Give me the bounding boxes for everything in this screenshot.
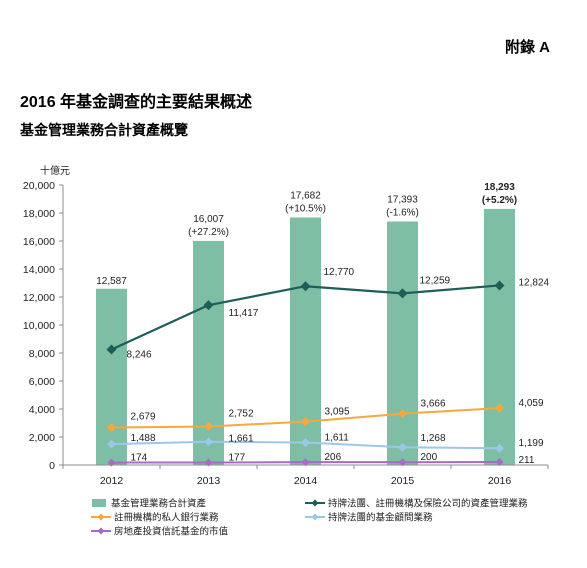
legend-item-reit-market-cap: 房地產投資信託基金的市值 <box>91 526 229 538</box>
page-title: 2016 年基金調查的主要結果概述 <box>20 94 253 111</box>
y-tick-label: 4,000 <box>29 404 55 416</box>
x-tick-label-2013: 2013 <box>197 475 221 487</box>
point-label-private-banking-2014: 3,095 <box>325 407 350 418</box>
marker-reit-market-cap-2014 <box>301 458 310 467</box>
bar-growth-label-2013: (+27.2%) <box>188 227 229 238</box>
legend-label: 基金管理業務合計資產 <box>111 498 207 510</box>
marker-reit-market-cap-2013 <box>204 458 213 467</box>
legend-label: 持牌法團的基金顧問業務 <box>328 512 433 524</box>
point-label-fund-advisory-2013: 1,661 <box>229 434 254 445</box>
legend-label: 註冊機構的私人銀行業務 <box>114 512 219 524</box>
point-label-asset-management-2013: 11,417 <box>229 308 259 319</box>
point-label-asset-management-2012: 8,246 <box>127 350 152 361</box>
legend-item-total-assets: 基金管理業務合計資產 <box>92 498 207 510</box>
point-label-fund-advisory-2016: 1,199 <box>519 438 544 449</box>
legend-item-fund-advisory: 持牌法團的基金顧問業務 <box>305 512 433 524</box>
y-tick-label: 10,000 <box>23 320 55 332</box>
marker-private-banking-2013 <box>204 421 213 431</box>
y-tick-label: 6,000 <box>29 376 55 388</box>
legend-label: 房地產投資信託基金的市值 <box>114 526 229 538</box>
legend-item-asset-management: 持牌法團、註冊機構及保險公司的資產管理業務 <box>305 498 528 510</box>
point-label-asset-management-2014: 12,770 <box>324 267 355 278</box>
marker-fund-advisory-2012 <box>107 439 116 449</box>
point-label-private-banking-2012: 2,679 <box>131 411 156 422</box>
x-tick-label-2015: 2015 <box>391 475 415 487</box>
marker-fund-advisory-2013 <box>204 437 213 447</box>
bar-growth-label-2015: (-1.6%) <box>386 207 419 218</box>
point-label-fund-advisory-2014: 1,611 <box>325 432 350 443</box>
y-tick-label: 20,000 <box>23 180 55 192</box>
legend-item-private-banking: 註冊機構的私人銀行業務 <box>91 512 219 524</box>
x-tick-label-2014: 2014 <box>294 475 318 487</box>
marker-fund-advisory-2016 <box>495 443 504 453</box>
axes: 十億元 0 2,000 4,000 6,000 8,000 10,000 12,000 14,0… <box>23 164 549 487</box>
point-label-reit-market-cap-2014: 206 <box>325 452 342 463</box>
y-tick-label: 0 <box>49 460 55 472</box>
point-label-reit-market-cap-2012: 174 <box>131 453 148 464</box>
marker-asset-management-2012 <box>106 344 117 355</box>
bar-2013 <box>193 240 224 465</box>
bar-2014 <box>290 217 321 465</box>
data-labels: 12,587 16,007 (+27.2%) 17,682 (+10.5%) 17,393… <box>96 182 549 466</box>
marker-reit-market-cap-2012 <box>107 458 116 467</box>
bar-growth-label-2014: (+10.5%) <box>285 203 326 214</box>
chart-title: 基金管理業務合計資產概覽 <box>20 122 188 138</box>
x-tick-label-2012: 2012 <box>100 475 124 487</box>
marker-private-banking-2014 <box>301 417 310 427</box>
bar-value-label-2013: 16,007 <box>193 214 224 225</box>
point-label-private-banking-2015: 3,666 <box>421 399 446 410</box>
legend-swatch-bar <box>92 499 106 507</box>
marker-private-banking-2015 <box>398 409 407 419</box>
point-label-asset-management-2015: 12,259 <box>420 275 451 286</box>
point-label-private-banking-2013: 2,752 <box>229 408 254 419</box>
bar-value-label-2015: 17,393 <box>387 194 418 205</box>
y-tick-label: 16,000 <box>23 236 55 248</box>
marker-asset-management-2016 <box>494 280 505 291</box>
y-tick-label: 18,000 <box>23 208 55 220</box>
bar-value-label-2014: 17,682 <box>290 190 321 201</box>
marker-reit-market-cap-2015 <box>398 458 407 467</box>
x-tick-label-2016: 2016 <box>488 475 512 487</box>
legend-swatch-marker <box>311 499 319 507</box>
point-label-fund-advisory-2015: 1,268 <box>421 433 446 444</box>
bar-value-label-2016: 18,293 <box>484 182 515 193</box>
marker-reit-market-cap-2016 <box>495 458 504 467</box>
marker-asset-management-2014 <box>300 281 311 292</box>
legend-swatch-marker <box>97 527 105 535</box>
marker-fund-advisory-2015 <box>398 442 407 452</box>
y-axis-unit-label: 十億元 <box>40 164 70 177</box>
legend: 基金管理業務合計資產 持牌法團、註冊機構及保險公司的資產管理業務註冊機構的私人銀行… <box>91 498 528 538</box>
point-label-private-banking-2016: 4,059 <box>519 398 544 409</box>
bar-growth-label-2016: (+5.2%) <box>482 195 517 206</box>
point-label-reit-market-cap-2016: 211 <box>519 455 535 466</box>
legend-label: 持牌法團、註冊機構及保險公司的資產管理業務 <box>328 498 528 510</box>
y-tick-label: 2,000 <box>29 432 55 444</box>
y-tick-label: 14,000 <box>23 264 55 276</box>
marker-private-banking-2016 <box>495 403 504 413</box>
bar-2015 <box>387 221 418 465</box>
marker-fund-advisory-2014 <box>301 437 310 447</box>
line-series <box>106 280 505 467</box>
point-label-asset-management-2016: 12,824 <box>519 277 550 288</box>
legend-swatch-marker <box>311 513 319 521</box>
marker-asset-management-2015 <box>397 288 408 299</box>
bar-value-label-2012: 12,587 <box>96 276 127 287</box>
appendix-label: 附錄 A <box>504 39 550 56</box>
bar-2012 <box>96 288 127 465</box>
point-label-reit-market-cap-2015: 200 <box>421 452 438 463</box>
point-label-reit-market-cap-2013: 177 <box>229 453 246 464</box>
marker-asset-management-2013 <box>203 300 214 311</box>
legend-swatch-marker <box>97 513 105 521</box>
y-tick-label: 8,000 <box>29 348 55 360</box>
point-label-fund-advisory-2012: 1,488 <box>131 433 156 444</box>
y-tick-label: 12,000 <box>23 292 55 304</box>
marker-private-banking-2012 <box>107 422 116 432</box>
bar-2016 <box>484 208 515 465</box>
